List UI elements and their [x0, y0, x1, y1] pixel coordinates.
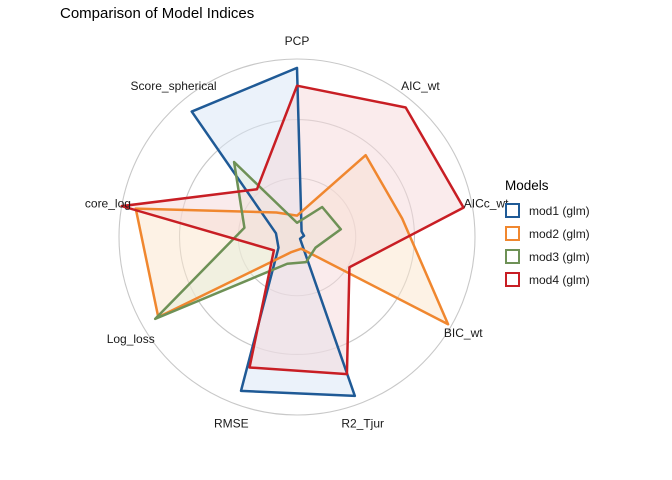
- legend-label-3: mod3 (glm): [529, 249, 590, 264]
- axis-label-rmse: RMSE: [214, 416, 249, 430]
- legend-key-1: [505, 203, 520, 218]
- legend-item-2: mod2 (glm): [505, 222, 590, 245]
- series-line-1: [190, 66, 357, 398]
- legend: Models mod1 (glm) mod2 (glm) mod3 (glm) mod…: [505, 178, 590, 291]
- series-line-2: [134, 153, 450, 326]
- axis-label-score-log: core_log: [85, 197, 131, 211]
- axis-label-r2-tjur: R2_Tjur: [341, 416, 384, 430]
- legend-label-1: mod1 (glm): [529, 203, 590, 218]
- axis-label-aic-wt: AIC_wt: [401, 79, 440, 93]
- legend-item-3: mod3 (glm): [505, 245, 590, 268]
- axis-label-bic-wt: BIC_wt: [444, 326, 483, 340]
- axis-label-aicc-wt: AICc_wt: [464, 197, 509, 211]
- series-line-4: [120, 84, 465, 376]
- legend-label-2: mod2 (glm): [529, 226, 590, 241]
- legend-item-1: mod1 (glm): [505, 199, 590, 222]
- series-area-4: [121, 85, 464, 375]
- series-line-3: [153, 160, 343, 321]
- chart-title: Comparison of Model Indices: [60, 5, 255, 22]
- legend-key-3: [505, 249, 520, 264]
- legend-label-4: mod4 (glm): [529, 272, 590, 287]
- legend-title: Models: [505, 178, 549, 193]
- legend-items: mod1 (glm) mod2 (glm) mod3 (glm) mod4 (glm): [505, 199, 590, 291]
- legend-key-4: [505, 272, 520, 287]
- axis-label-score-spherical: Score_spherical: [131, 79, 217, 93]
- legend-key-2: [505, 226, 520, 241]
- grid-ring-3: [118, 58, 476, 416]
- axis-label-pcp: PCP: [285, 34, 310, 48]
- axis-label-log-loss: Log_loss: [107, 332, 155, 346]
- legend-item-4: mod4 (glm): [505, 268, 590, 291]
